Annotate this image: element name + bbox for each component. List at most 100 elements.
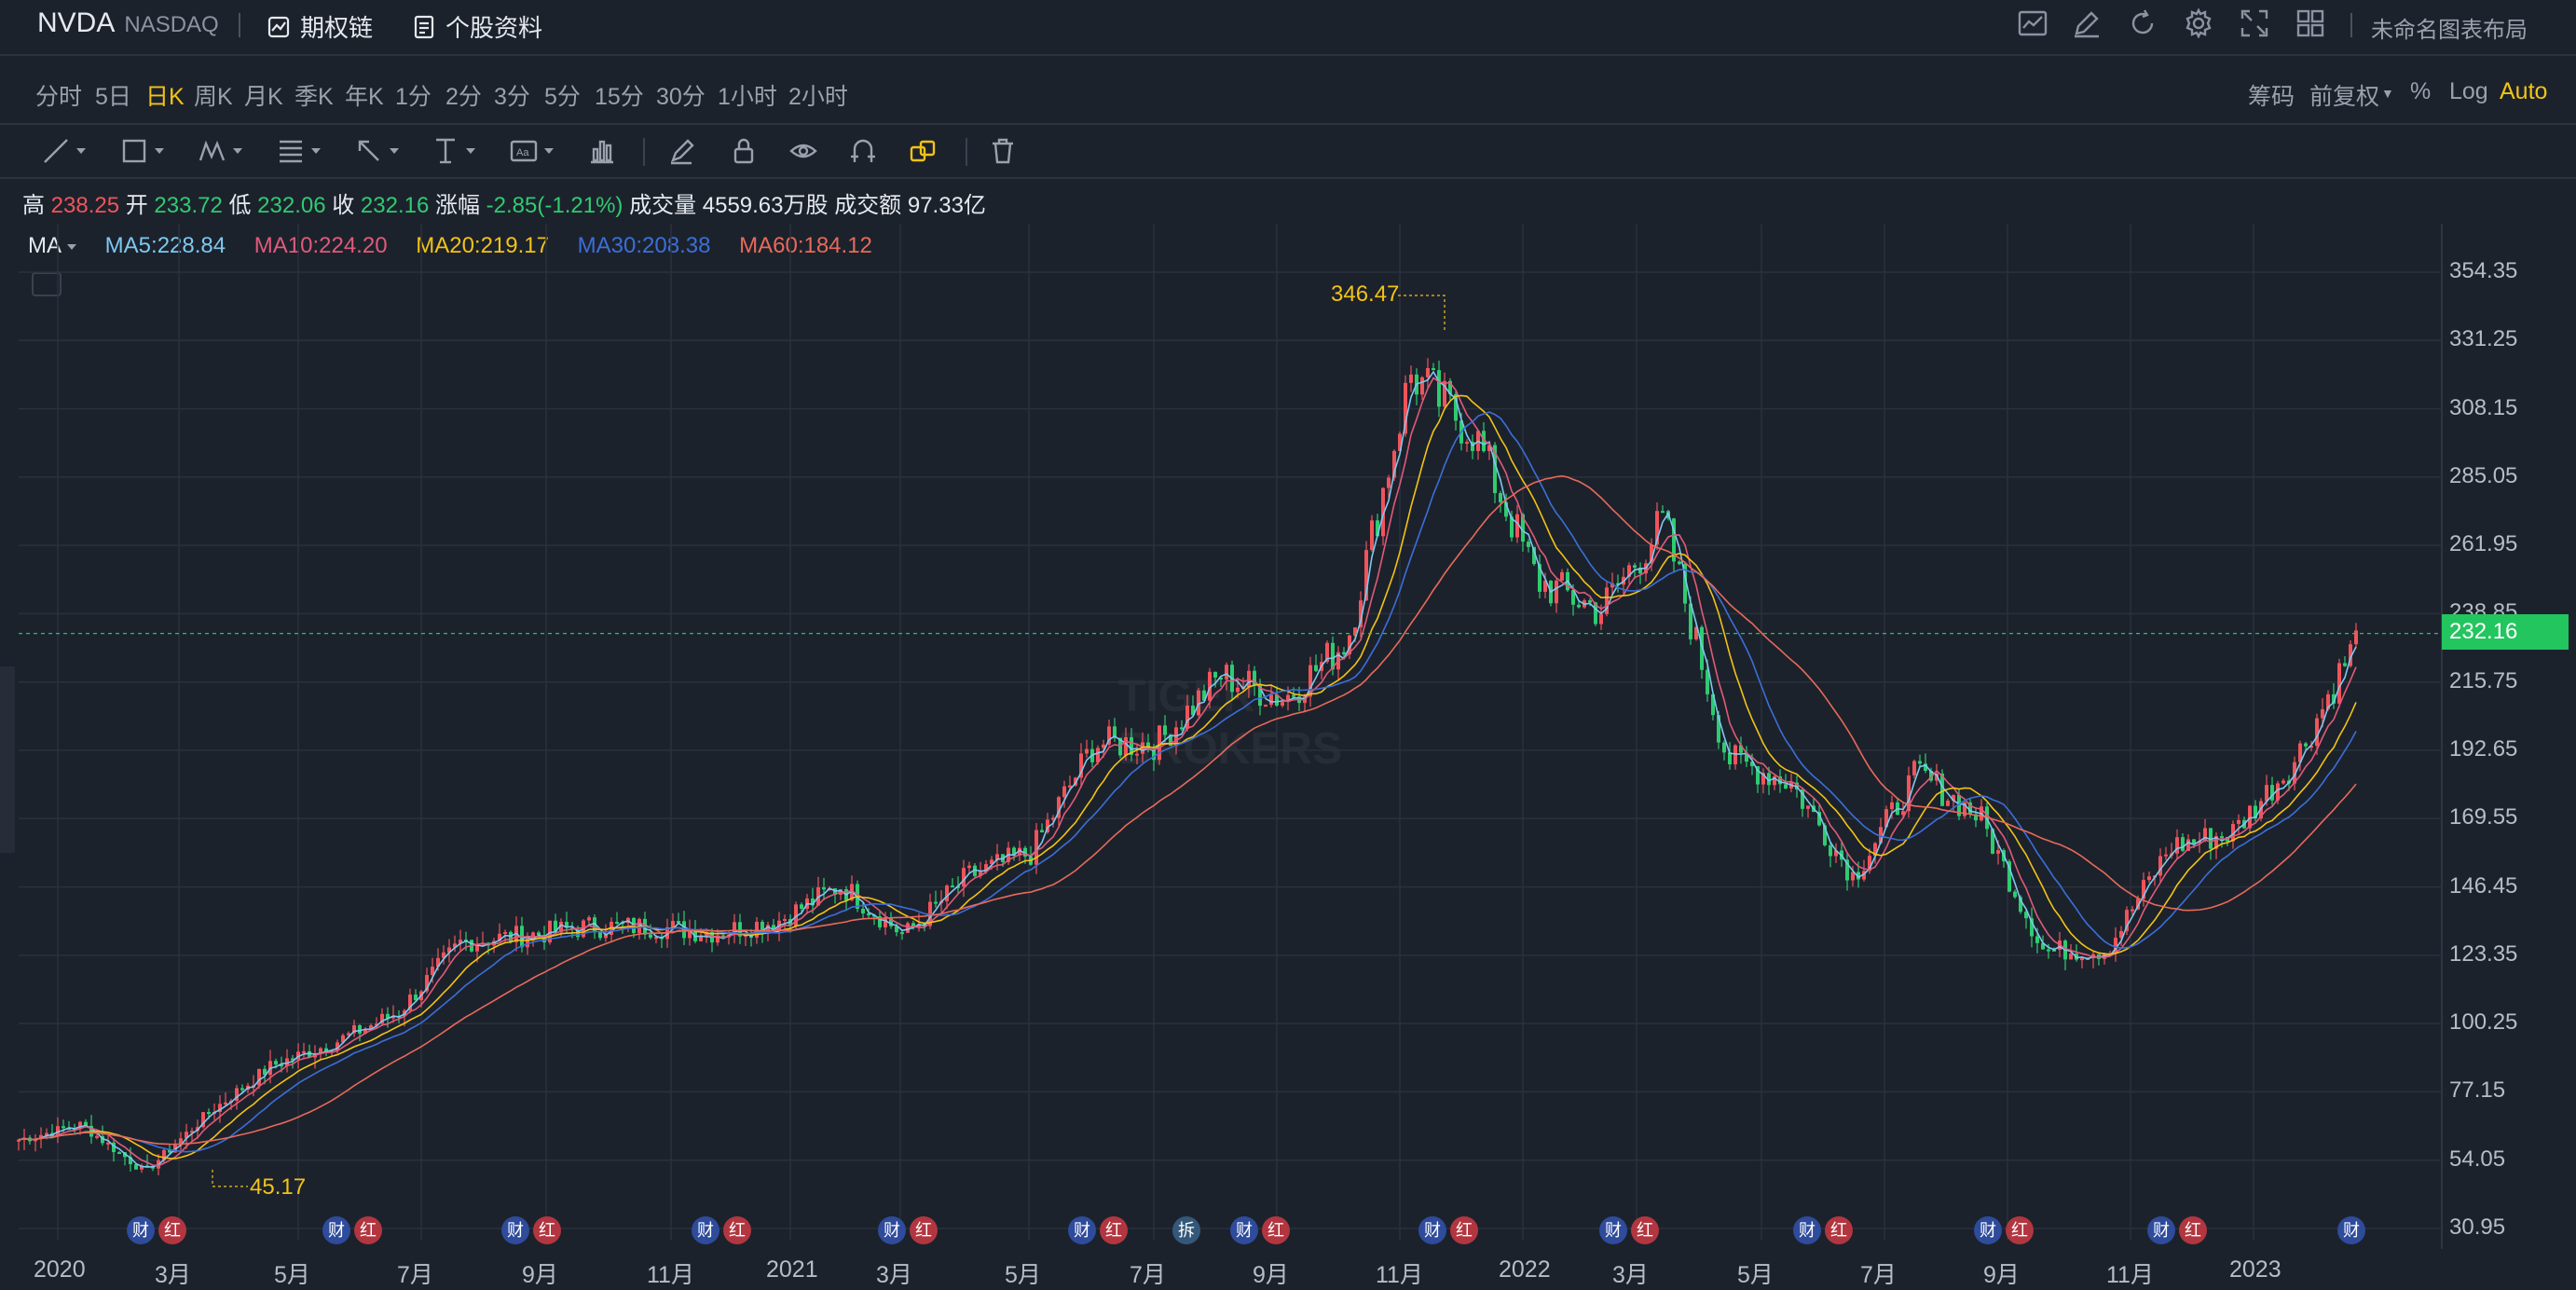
- delete-tool[interactable]: [988, 134, 1018, 168]
- period-tab[interactable]: 周K: [194, 84, 233, 110]
- period-tab[interactable]: 月K: [244, 84, 283, 110]
- event-badge-cai[interactable]: 财: [1974, 1216, 2002, 1244]
- lock-tool[interactable]: [729, 134, 759, 168]
- arrow-tool[interactable]: [354, 134, 399, 168]
- event-badge-hong[interactable]: 红: [533, 1216, 561, 1244]
- event-badge-cai[interactable]: 财: [692, 1216, 719, 1244]
- event-badge-hong[interactable]: 红: [354, 1216, 382, 1244]
- candle-body: [548, 920, 552, 943]
- event-badge-cai[interactable]: 财: [1418, 1216, 1446, 1244]
- event-badge-hong[interactable]: 红: [2179, 1216, 2207, 1244]
- edit-chart-button[interactable]: [2071, 7, 2108, 45]
- measure-tool[interactable]: [431, 134, 475, 168]
- layout-name[interactable]: 未命名图表布局: [2371, 18, 2528, 43]
- candle-body: [1420, 377, 1424, 395]
- period-tab-active[interactable]: 日K: [145, 84, 185, 110]
- candle-body: [240, 1088, 244, 1091]
- link-tool[interactable]: [908, 134, 938, 168]
- candle-body: [363, 1028, 367, 1034]
- event-badge-cai[interactable]: 财: [1793, 1216, 1821, 1244]
- candle-body: [1857, 871, 1860, 880]
- period-tab[interactable]: 15分: [595, 84, 644, 110]
- log-option[interactable]: Log: [2449, 78, 2488, 104]
- option-chain-link[interactable]: 期权链: [267, 9, 373, 44]
- event-badge-cai[interactable]: 财: [2147, 1216, 2175, 1244]
- candle-body: [1398, 433, 1402, 451]
- candle-body: [615, 921, 619, 924]
- x-tick-label: 5月: [274, 1262, 310, 1288]
- event-badge-hong[interactable]: 红: [1100, 1216, 1128, 1244]
- event-badge-hong[interactable]: 红: [1262, 1216, 1290, 1244]
- settings-button[interactable]: [2183, 7, 2220, 45]
- event-badge-cai[interactable]: 财: [501, 1216, 529, 1244]
- ma-caret-icon[interactable]: [67, 243, 76, 250]
- rectangle-tool[interactable]: [119, 134, 164, 168]
- event-badge-cai[interactable]: 财: [1068, 1216, 1096, 1244]
- event-badge-hong[interactable]: 红: [723, 1216, 751, 1244]
- candle-body: [459, 940, 462, 944]
- period-tab[interactable]: 5日: [95, 84, 131, 110]
- candle-body: [934, 901, 938, 904]
- period-tab[interactable]: 季K: [295, 84, 334, 110]
- candle-body: [1247, 670, 1251, 687]
- event-badge-cai[interactable]: 财: [2337, 1216, 2365, 1244]
- left-panel-handle[interactable]: [0, 666, 15, 853]
- candle-body: [1890, 802, 1894, 810]
- indicator-tool[interactable]: [587, 134, 617, 168]
- auto-option[interactable]: Auto: [2500, 78, 2548, 104]
- percent-option[interactable]: %: [2410, 78, 2432, 104]
- refresh-button[interactable]: [2127, 7, 2164, 45]
- collapse-indicator-button[interactable]: [32, 272, 62, 296]
- layout-grid-button[interactable]: [2295, 7, 2332, 45]
- candle-body: [1213, 671, 1217, 678]
- caret-icon: [233, 148, 242, 154]
- event-badge-hong[interactable]: 红: [1631, 1216, 1659, 1244]
- event-badge-hong[interactable]: 红: [2006, 1216, 2034, 1244]
- event-badge-hong[interactable]: 红: [158, 1216, 186, 1244]
- candle-body: [308, 1050, 311, 1058]
- candle-body: [973, 865, 977, 876]
- stock-profile-link[interactable]: 个股资料: [412, 9, 542, 44]
- event-badge-hong[interactable]: 红: [1825, 1216, 1853, 1244]
- period-tab[interactable]: 5分: [544, 84, 581, 110]
- period-tab[interactable]: 2分: [445, 84, 482, 110]
- event-badge-hong[interactable]: 红: [910, 1216, 938, 1244]
- candle-body: [772, 925, 775, 931]
- visibility-tool[interactable]: [788, 134, 818, 168]
- event-badge-cai[interactable]: 财: [1230, 1216, 1258, 1244]
- period-tab[interactable]: 3分: [494, 84, 530, 110]
- event-badge-cai[interactable]: 财: [322, 1216, 350, 1244]
- open-value: 233.72: [154, 193, 223, 218]
- candle-body: [884, 917, 887, 927]
- pattern-tool[interactable]: [198, 134, 242, 168]
- period-tab[interactable]: 分时: [35, 84, 83, 110]
- chart-type-button[interactable]: [2017, 7, 2054, 45]
- adjust-caret-icon[interactable]: ▼: [2381, 86, 2394, 101]
- chips-option[interactable]: 筹码: [2248, 84, 2295, 110]
- candle-body: [2164, 854, 2168, 857]
- event-badge-cai[interactable]: 财: [878, 1216, 906, 1244]
- candle-body: [117, 1152, 121, 1155]
- period-tab[interactable]: 2小时: [788, 84, 848, 110]
- event-badge-cai[interactable]: 财: [1599, 1216, 1627, 1244]
- text-tool[interactable]: Aa: [509, 134, 554, 168]
- event-badge-chai[interactable]: 拆: [1172, 1216, 1200, 1244]
- period-tab[interactable]: 1分: [395, 84, 432, 110]
- adjust-option[interactable]: 前复权: [2309, 84, 2380, 110]
- fullscreen-button[interactable]: [2239, 7, 2276, 45]
- brush-tool[interactable]: [667, 134, 697, 168]
- ma-indicator-label[interactable]: MA: [28, 233, 62, 258]
- magnet-tool[interactable]: [848, 134, 878, 168]
- event-badge-cai[interactable]: 财: [127, 1216, 155, 1244]
- candle-body: [1135, 753, 1139, 756]
- lock-icon: [733, 138, 754, 164]
- period-tab[interactable]: 年K: [345, 84, 384, 110]
- event-badge-hong[interactable]: 红: [1450, 1216, 1478, 1244]
- candle-body: [1465, 442, 1469, 445]
- candle-body: [1281, 702, 1284, 707]
- period-tab[interactable]: 30分: [656, 84, 706, 110]
- fibonacci-tool[interactable]: [276, 134, 321, 168]
- period-tab[interactable]: 1小时: [718, 84, 777, 110]
- trendline-tool[interactable]: [41, 134, 86, 168]
